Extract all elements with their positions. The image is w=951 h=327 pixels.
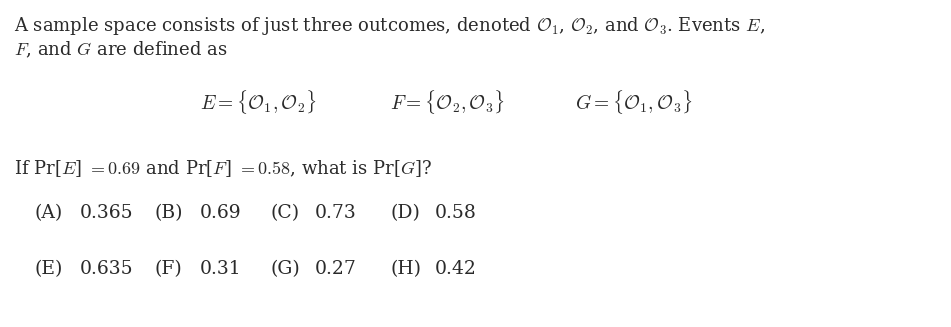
Text: (G): (G) bbox=[270, 260, 300, 278]
Text: 0.27: 0.27 bbox=[315, 260, 357, 278]
Text: (A): (A) bbox=[35, 204, 64, 222]
Text: (H): (H) bbox=[390, 260, 421, 278]
Text: $F = \{\mathcal{O}_2, \mathcal{O}_3\}$: $F = \{\mathcal{O}_2, \mathcal{O}_3\}$ bbox=[390, 88, 505, 116]
Text: (D): (D) bbox=[390, 204, 420, 222]
Text: $F$, and $G$ are defined as: $F$, and $G$ are defined as bbox=[14, 40, 227, 60]
Text: (C): (C) bbox=[270, 204, 300, 222]
Text: (B): (B) bbox=[155, 204, 184, 222]
Text: 0.31: 0.31 bbox=[200, 260, 242, 278]
Text: (E): (E) bbox=[35, 260, 64, 278]
Text: $E = \{\mathcal{O}_1, \mathcal{O}_2\}$: $E = \{\mathcal{O}_1, \mathcal{O}_2\}$ bbox=[200, 88, 317, 116]
Text: 0.69: 0.69 bbox=[200, 204, 242, 222]
Text: $G = \{\mathcal{O}_1, \mathcal{O}_3\}$: $G = \{\mathcal{O}_1, \mathcal{O}_3\}$ bbox=[575, 88, 692, 116]
Text: A sample space consists of just three outcomes, denoted $\mathcal{O}_1$, $\mathc: A sample space consists of just three ou… bbox=[14, 15, 765, 37]
Text: 0.73: 0.73 bbox=[315, 204, 357, 222]
Text: 0.365: 0.365 bbox=[80, 204, 134, 222]
Text: (F): (F) bbox=[155, 260, 183, 278]
Text: 0.635: 0.635 bbox=[80, 260, 134, 278]
Text: 0.58: 0.58 bbox=[435, 204, 476, 222]
Text: 0.42: 0.42 bbox=[435, 260, 476, 278]
Text: If Pr[$E$] $= 0.69$ and Pr[$F$] $= 0.58$, what is Pr[$G$]?: If Pr[$E$] $= 0.69$ and Pr[$F$] $= 0.58$… bbox=[14, 158, 432, 179]
